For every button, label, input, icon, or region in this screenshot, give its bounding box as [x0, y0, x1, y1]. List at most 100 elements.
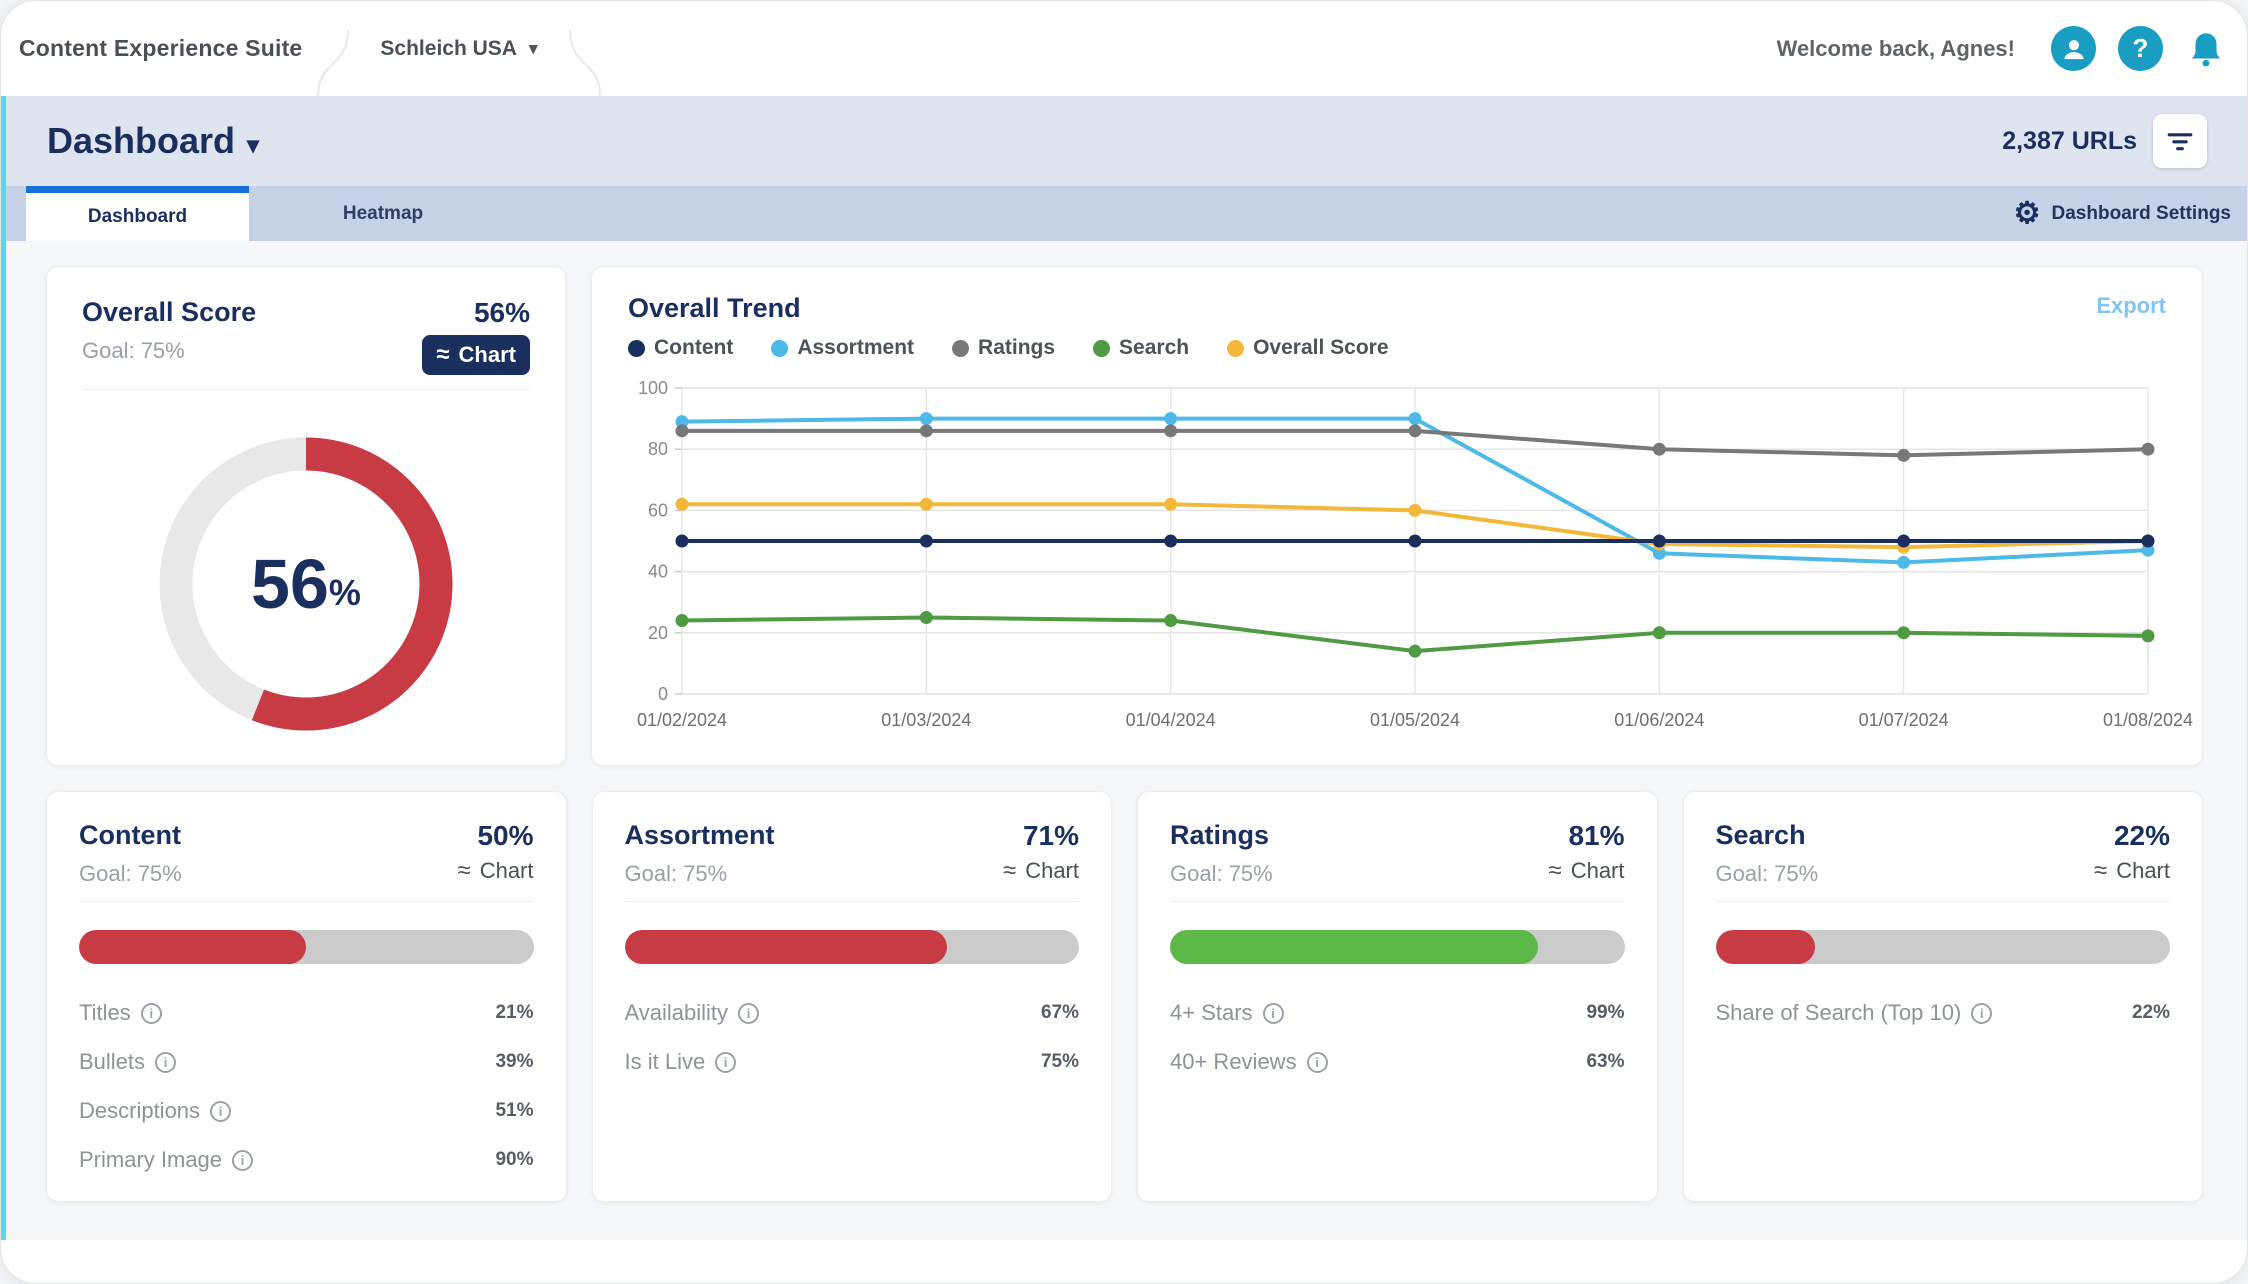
tab-label: Dashboard [87, 206, 188, 227]
notifications-button[interactable] [2185, 28, 2227, 70]
tab-dashboard[interactable]: Dashboard [26, 186, 249, 241]
legend-item[interactable]: Assortment [771, 336, 914, 360]
trend-point-overall-score[interactable] [1408, 503, 1422, 517]
trend-point-ratings[interactable] [1164, 424, 1178, 438]
trend-point-content[interactable] [2141, 534, 2155, 548]
ratings-metric-card: Ratings Goal: 75% 81% Chart [1137, 791, 1658, 1202]
metric-row-value: 21% [495, 1002, 534, 1023]
progress-bar [1170, 930, 1625, 964]
trend-point-search[interactable] [1652, 626, 1666, 640]
info-icon[interactable] [1262, 1002, 1284, 1024]
chart-toggle-button[interactable]: Chart [422, 335, 530, 375]
trend-point-ratings[interactable] [919, 424, 933, 438]
info-icon[interactable] [232, 1149, 254, 1171]
trend-point-search[interactable] [919, 611, 933, 624]
welcome-text: Welcome back, Agnes! [1776, 35, 2015, 61]
trend-point-ratings[interactable] [2141, 442, 2155, 456]
user-profile-button[interactable] [2051, 26, 2096, 71]
legend-item[interactable]: Search [1093, 336, 1189, 360]
tab-label: Heatmap [342, 202, 424, 224]
metric-row-value: 90% [495, 1149, 534, 1170]
goal-label: Goal: 75% [1715, 861, 1819, 886]
trend-point-assortment[interactable] [1652, 546, 1666, 560]
x-axis-label: 01/04/2024 [1126, 710, 1216, 730]
y-axis-label: 100 [638, 378, 668, 398]
metric-row: Is it Live 75% [625, 1049, 1080, 1075]
chart-link-label: Chart [1570, 858, 1625, 883]
chart-link-label: Chart [1025, 858, 1079, 883]
metric-row: Descriptions 51% [79, 1098, 534, 1124]
export-button[interactable]: Export [2096, 293, 2166, 318]
info-icon[interactable] [715, 1051, 737, 1073]
trend-point-overall-score[interactable] [1164, 497, 1178, 511]
y-axis-label: 60 [648, 500, 668, 520]
trend-point-assortment[interactable] [1164, 412, 1178, 426]
trend-point-assortment[interactable] [1408, 412, 1422, 426]
progress-fill [624, 930, 948, 964]
donut-center-value: 56 % [156, 434, 456, 734]
trend-point-content[interactable] [1652, 534, 1666, 548]
card-title: Ratings [1170, 820, 1270, 850]
info-icon[interactable] [210, 1100, 232, 1122]
metric-row-label: 4+ Stars [1170, 1000, 1253, 1025]
card-title: Overall Score [82, 297, 257, 327]
tab-curve-right [568, 30, 601, 96]
info-icon[interactable] [155, 1051, 177, 1073]
donut-number: 56 [251, 545, 329, 623]
page-title-dropdown[interactable]: Dashboard [47, 120, 259, 162]
legend-item[interactable]: Content [628, 336, 733, 360]
chart-link[interactable]: Chart [1549, 858, 1625, 884]
info-icon[interactable] [1971, 1002, 1993, 1024]
trend-point-search[interactable] [675, 614, 689, 628]
trend-point-content[interactable] [1408, 534, 1422, 548]
trend-point-search[interactable] [2141, 629, 2155, 643]
dashboard-settings-button[interactable]: Dashboard Settings [2014, 186, 2247, 241]
topbar-right: Welcome back, Agnes! [1777, 26, 2227, 71]
trend-point-search[interactable] [1164, 614, 1178, 628]
overall-score-card: Overall Score Goal: 75% 56% Chart [46, 266, 566, 766]
trend-point-ratings[interactable] [1652, 442, 1666, 456]
metric-row-label: 40+ Reviews [1170, 1049, 1297, 1074]
trend-point-content[interactable] [1164, 534, 1178, 548]
account-name: Schleich USA [380, 36, 517, 60]
trend-point-ratings[interactable] [1408, 424, 1422, 438]
trend-point-assortment[interactable] [675, 415, 689, 429]
line-chart-icon [2094, 858, 2107, 884]
trend-point-content[interactable] [675, 534, 689, 548]
trend-point-assortment[interactable] [1897, 555, 1911, 569]
trend-point-overall-score[interactable] [919, 497, 933, 511]
gear-icon [2014, 199, 2041, 229]
trend-point-content[interactable] [1897, 534, 1911, 548]
chart-link[interactable]: Chart [458, 858, 534, 884]
card-title: Assortment [624, 820, 775, 850]
metric-row: Share of Search (Top 10) 22% [1716, 1000, 2171, 1026]
account-selector[interactable]: Schleich USA [380, 37, 537, 61]
info-icon[interactable] [738, 1002, 760, 1024]
legend-item[interactable]: Ratings [952, 336, 1055, 360]
trend-point-search[interactable] [1897, 626, 1911, 640]
trend-point-assortment[interactable] [919, 412, 933, 426]
metric-row: Titles 21% [79, 1000, 534, 1026]
filter-button[interactable] [2153, 114, 2207, 168]
chevron-down-icon [529, 39, 538, 59]
trend-point-search[interactable] [1408, 644, 1422, 658]
trend-point-ratings[interactable] [1897, 448, 1911, 462]
overall-trend-card: Overall Trend Export Content Assortment Ra… [591, 266, 2203, 766]
x-axis-label: 01/03/2024 [881, 710, 971, 730]
chart-link[interactable]: Chart [1003, 858, 1079, 884]
trend-point-overall-score[interactable] [675, 497, 689, 511]
tab-heatmap[interactable]: Heatmap [249, 186, 517, 241]
trend-point-assortment[interactable] [2141, 543, 2155, 557]
score-value: 56% [473, 297, 530, 328]
legend-item[interactable]: Overall Score [1227, 336, 1389, 360]
info-icon[interactable] [1306, 1051, 1328, 1073]
search-metric-card: Search Goal: 75% 22% Chart [1682, 791, 2203, 1202]
chart-link[interactable]: Chart [2094, 858, 2170, 884]
info-icon[interactable] [140, 1002, 162, 1024]
trend-point-ratings[interactable] [675, 424, 689, 438]
help-button[interactable] [2118, 26, 2163, 71]
score-donut: 56 % [156, 434, 456, 734]
filter-icon [2167, 133, 2193, 151]
trend-point-content[interactable] [919, 534, 933, 548]
